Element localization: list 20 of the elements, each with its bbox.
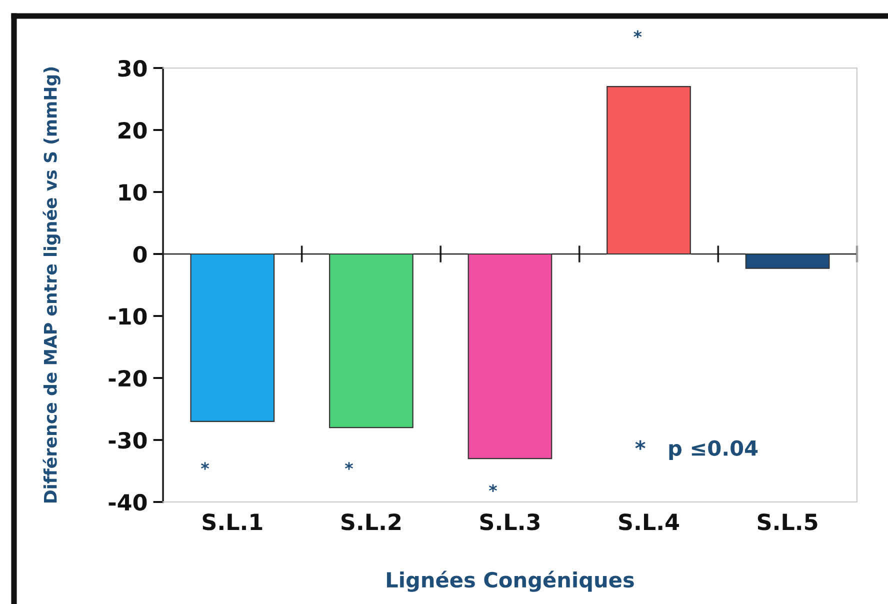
x-axis-title: Lignées Congéniques: [386, 570, 634, 592]
annotation: *: [200, 462, 210, 470]
y-tick-label: 20: [118, 122, 147, 139]
x-tick-label: S.L.5: [758, 513, 818, 530]
y-tick-label: 30: [118, 60, 147, 77]
x-tick-label: S.L.1: [202, 513, 262, 530]
x-tick-label: S.L.2: [342, 513, 401, 530]
x-tick-label: S.L.3: [480, 513, 540, 530]
text: *: [634, 30, 642, 38]
x-tick-label: S.L.4: [619, 513, 679, 530]
y-tick-label: -10: [108, 308, 147, 325]
annotation: *: [488, 484, 498, 492]
y-tick-label: 0: [133, 246, 147, 263]
y-tick-label: -40: [108, 494, 147, 511]
y-tick-label: -30: [108, 432, 147, 449]
y-tick-label: -20: [108, 370, 147, 387]
y-tick-label: 10: [119, 184, 147, 201]
y-axis-title: Différence de MAP entre lignée vs S (mmHg): [42, 67, 60, 502]
annotation: *: [344, 462, 354, 470]
annotation: * p ≤0.04: [635, 440, 758, 460]
